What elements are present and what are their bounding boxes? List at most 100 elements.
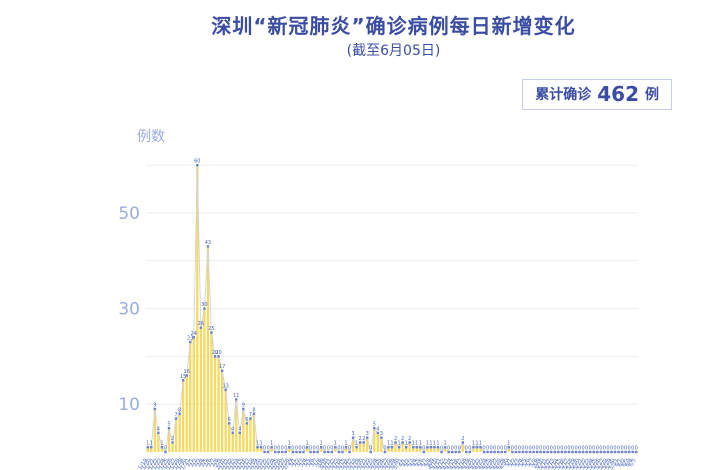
bar[interactable] — [376, 432, 379, 452]
x-tick-label: 3/1 — [288, 458, 298, 469]
point-marker — [181, 379, 185, 382]
value-label: 1 — [355, 441, 358, 447]
bar[interactable] — [160, 447, 164, 452]
bar[interactable] — [358, 442, 362, 452]
bar[interactable] — [394, 442, 397, 452]
value-label: 0 — [468, 446, 471, 452]
bar[interactable] — [213, 356, 217, 452]
point-marker — [256, 446, 259, 449]
bar[interactable] — [405, 447, 408, 452]
value-label: 1 — [320, 441, 323, 447]
bar[interactable] — [366, 437, 369, 452]
point-marker — [259, 446, 263, 449]
point-marker — [210, 331, 213, 334]
bar[interactable] — [228, 423, 231, 452]
point-marker — [436, 446, 440, 449]
bar[interactable] — [412, 447, 415, 452]
bar[interactable] — [217, 356, 220, 452]
bar[interactable] — [401, 442, 404, 452]
bar[interactable] — [415, 447, 418, 452]
bar[interactable] — [238, 432, 241, 452]
bar[interactable] — [256, 447, 259, 452]
bar[interactable] — [185, 375, 188, 452]
bar[interactable] — [408, 442, 411, 452]
bar[interactable] — [344, 447, 348, 452]
point-marker — [574, 450, 578, 454]
point-marker — [412, 446, 415, 449]
bar[interactable] — [220, 370, 224, 452]
bar[interactable] — [199, 327, 203, 452]
bar[interactable] — [252, 413, 256, 452]
bar[interactable] — [429, 447, 433, 452]
point-marker — [383, 450, 387, 454]
point-marker — [277, 450, 280, 454]
point-marker — [167, 426, 171, 430]
bar[interactable] — [157, 432, 160, 452]
bar[interactable] — [171, 442, 174, 452]
bar[interactable] — [203, 308, 206, 452]
point-marker — [358, 441, 362, 444]
x-tick-label: 6/4 — [624, 457, 634, 468]
point-marker — [564, 450, 567, 454]
point-marker — [320, 446, 323, 449]
bar[interactable] — [426, 447, 429, 452]
bar[interactable] — [150, 447, 153, 452]
point-marker — [284, 450, 288, 454]
x-tick-label: 2/9 — [214, 457, 224, 468]
bar[interactable] — [320, 447, 323, 452]
bar[interactable] — [270, 447, 273, 452]
point-marker — [341, 450, 344, 454]
bar[interactable] — [419, 447, 422, 452]
bar[interactable] — [245, 423, 249, 452]
bar[interactable] — [153, 408, 156, 452]
bar[interactable] — [479, 447, 482, 452]
x-tick-label: 2/3 — [193, 457, 203, 468]
point-marker — [521, 450, 525, 454]
bar[interactable] — [443, 447, 447, 452]
point-marker — [596, 450, 599, 454]
bar[interactable] — [390, 447, 394, 452]
bars-series[interactable] — [146, 165, 510, 453]
bar[interactable] — [373, 428, 376, 452]
bar[interactable] — [461, 442, 464, 452]
bar[interactable] — [146, 447, 149, 452]
bar[interactable] — [351, 437, 355, 452]
bar[interactable] — [196, 165, 199, 452]
value-label: 0 — [539, 446, 542, 452]
bar[interactable] — [436, 447, 440, 452]
bar[interactable] — [167, 428, 171, 452]
bar[interactable] — [210, 332, 213, 453]
bar[interactable] — [242, 408, 245, 452]
bar[interactable] — [259, 447, 263, 452]
bar[interactable] — [380, 437, 383, 452]
bar[interactable] — [362, 442, 365, 452]
bar[interactable] — [472, 447, 475, 452]
bar[interactable] — [334, 447, 337, 452]
point-marker — [620, 450, 624, 454]
point-marker — [599, 450, 603, 454]
x-tick-label: 2/7 — [207, 457, 217, 468]
bar[interactable] — [507, 447, 510, 452]
point-marker — [401, 441, 404, 444]
point-marker — [206, 245, 210, 248]
bar[interactable] — [231, 432, 234, 452]
bar[interactable] — [206, 246, 210, 452]
bar[interactable] — [192, 337, 195, 452]
bar[interactable] — [174, 418, 178, 452]
bar[interactable] — [387, 447, 390, 452]
bar[interactable] — [224, 389, 227, 452]
bar[interactable] — [235, 399, 238, 452]
bar[interactable] — [178, 413, 181, 452]
bar[interactable] — [433, 447, 436, 452]
bar[interactable] — [288, 447, 291, 452]
bar[interactable] — [182, 380, 185, 452]
bar[interactable] — [249, 418, 252, 452]
bar[interactable] — [397, 447, 401, 452]
bar[interactable] — [355, 447, 358, 452]
bar[interactable] — [475, 447, 479, 452]
bar[interactable] — [305, 447, 309, 452]
value-label: 0 — [553, 446, 556, 452]
bar[interactable] — [189, 342, 192, 452]
